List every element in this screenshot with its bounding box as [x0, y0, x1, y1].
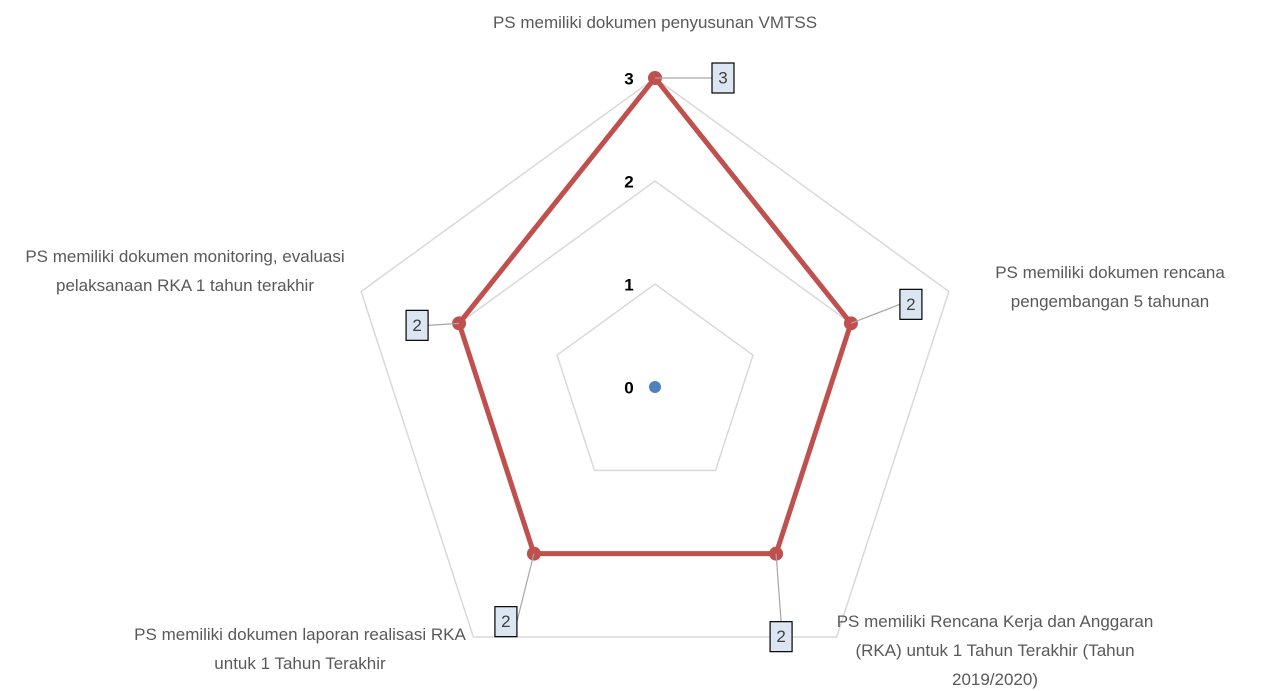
- r-tick-label: 1: [624, 275, 633, 294]
- category-label: PS memiliki Rencana Kerja dan Anggaran (…: [836, 612, 1154, 689]
- leader-line: [775, 553, 782, 622]
- r-tick-label: 3: [624, 69, 633, 88]
- data-label: 2: [776, 627, 785, 646]
- category-label: PS memiliki dokumen penyusunan VMTSS: [492, 13, 818, 32]
- data-label-box: [769, 621, 793, 653]
- series-line: [456, 75, 854, 557]
- data-label-box: [405, 309, 429, 341]
- grid-ring: [360, 77, 950, 638]
- leader-line: [428, 322, 460, 326]
- origin-dot: [649, 381, 661, 393]
- category-label: PS memiliki dokumen monitoring, evaluasi…: [25, 247, 345, 295]
- grid-ring: [556, 283, 754, 472]
- data-label-box: [494, 606, 518, 638]
- data-label: 2: [412, 316, 421, 335]
- category-label: PS memiliki dokumen rencana pengembangan…: [995, 263, 1225, 311]
- leader-line: [516, 553, 535, 622]
- category-label: PS memiliki dokumen laporan realisasi RK…: [134, 625, 466, 673]
- data-label: 2: [906, 295, 915, 314]
- data-label: 3: [718, 68, 727, 87]
- data-label: 2: [501, 612, 510, 631]
- data-label-box: [711, 62, 735, 94]
- r-tick-label: 0: [624, 378, 633, 397]
- r-tick-label: 2: [624, 172, 633, 191]
- leader-line: [850, 303, 901, 324]
- data-label-box: [899, 288, 923, 320]
